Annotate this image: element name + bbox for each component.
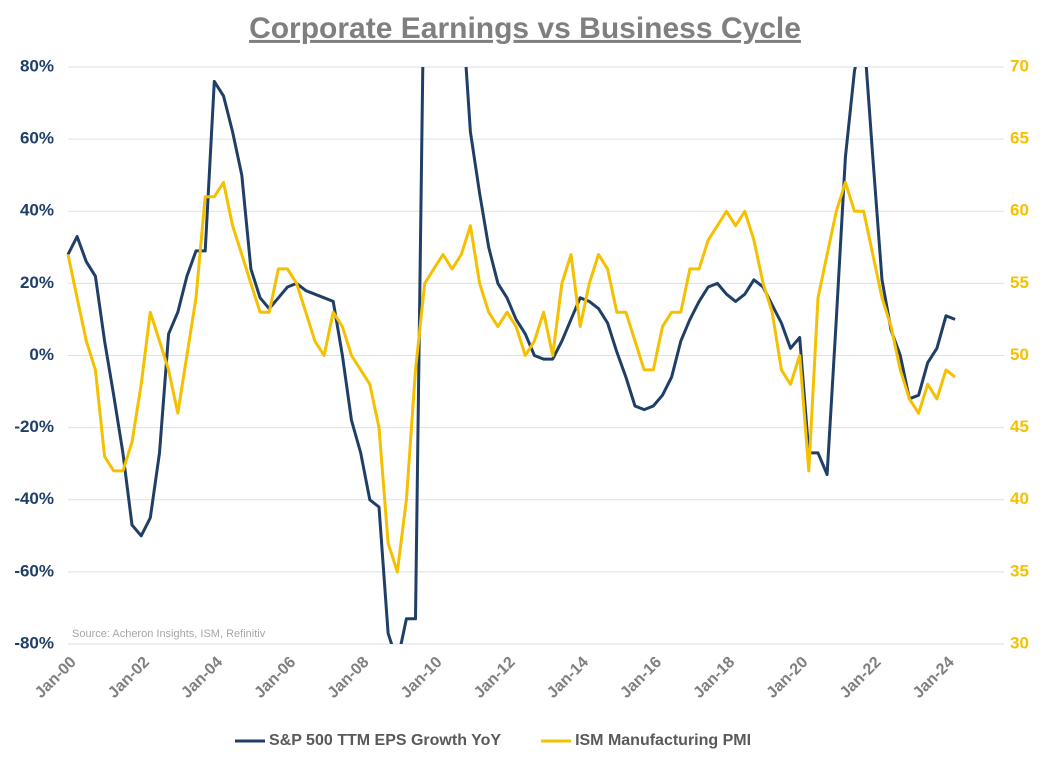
y-tick-label: -20%	[14, 417, 54, 436]
x-tick-label: Jan-20	[764, 654, 812, 702]
x-tick-label: Jan-16	[617, 654, 665, 702]
y-tick-label: 0%	[29, 345, 54, 364]
y2-tick-label: 40	[1010, 489, 1029, 508]
x-tick-label: Jan-04	[178, 654, 226, 702]
legend-label: S&P 500 TTM EPS Growth YoY	[269, 732, 501, 749]
y-tick-label: 60%	[20, 129, 54, 148]
y-tick-label: -80%	[14, 633, 54, 652]
y-tick-label: 40%	[20, 201, 54, 220]
y-tick-label: -40%	[14, 489, 54, 508]
x-tick-label: Jan-24	[910, 654, 958, 702]
y2-tick-label: 55	[1010, 273, 1029, 292]
y-tick-label: 20%	[20, 273, 54, 292]
y2-tick-label: 35	[1010, 561, 1029, 580]
source-note: Source: Acheron Insights, ISM, Refinitiv	[72, 628, 266, 640]
x-tick-label: Jan-10	[398, 654, 446, 702]
chart-title: Corporate Earnings vs Business Cycle	[249, 12, 801, 45]
x-tick-label: Jan-14	[544, 654, 592, 702]
x-tick-label: Jan-22	[837, 654, 885, 702]
y-tick-label: 80%	[20, 56, 54, 75]
x-tick-label: Jan-00	[32, 654, 80, 702]
y2-tick-label: 60	[1010, 201, 1029, 220]
x-tick-label: Jan-08	[325, 654, 373, 702]
legend: S&P 500 TTM EPS Growth YoY ISM Manufactur…	[235, 732, 751, 749]
y-tick-label: -60%	[14, 561, 54, 580]
series-line	[66, 180, 957, 574]
y2-tick-label: 50	[1010, 345, 1029, 364]
y2-tick-label: 65	[1010, 129, 1029, 148]
x-tick-label: Jan-12	[471, 654, 519, 702]
legend-label: ISM Manufacturing PMI	[575, 732, 751, 749]
x-tick-label: Jan-06	[251, 654, 299, 702]
x-tick-label: Jan-02	[105, 654, 153, 702]
y2-tick-label: 30	[1010, 633, 1029, 652]
y2-tick-label: 45	[1010, 417, 1029, 436]
x-tick-label: Jan-18	[690, 654, 738, 702]
series-line	[66, 67, 956, 644]
y2-tick-label: 70	[1010, 56, 1029, 75]
